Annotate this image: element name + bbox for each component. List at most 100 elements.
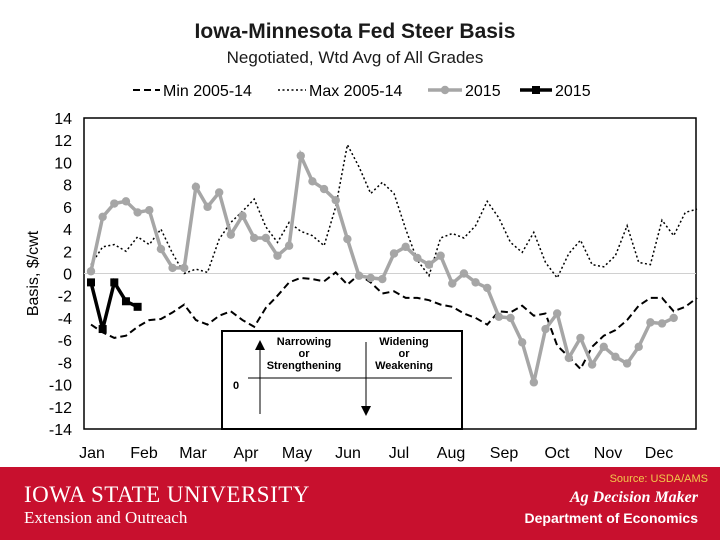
chart-canvas: 14 12 10 8 6 4 2 0 -2 -4 -6 -8 -10 -12 -14 Basis, $/cwt… <box>25 83 698 462</box>
ag-decision-maker-text: Ag Decision Maker <box>570 489 698 506</box>
up-arrow-head <box>255 340 265 350</box>
series-2015-gray-point <box>145 205 154 215</box>
y-tick-label: 2 <box>63 244 72 261</box>
series-2015-gray-point <box>448 279 457 288</box>
series-2015-gray-point <box>389 249 399 258</box>
series-max-line <box>90 142 698 280</box>
series-2015-gray-point <box>121 197 131 206</box>
series-2015-gray-point <box>494 312 504 322</box>
x-tick-label: Sep <box>490 445 519 462</box>
department-text: Department of Economics <box>524 510 698 526</box>
series-2015-black-point <box>98 325 107 334</box>
x-tick-label: Dec <box>645 445 673 462</box>
series-2015-gray-point <box>156 244 166 254</box>
annotation-zero-label: 0 <box>233 380 239 392</box>
series-2015-gray-point <box>413 253 422 263</box>
x-tick-label: May <box>282 445 312 462</box>
series-2015-gray-point <box>517 338 527 347</box>
series-2015-gray-point <box>541 324 550 334</box>
series-2015-black-point <box>87 278 95 287</box>
y-tick-label: 4 <box>63 222 72 239</box>
source-note: Source: USDA/AMS <box>609 473 708 485</box>
series-2015-gray-point <box>296 151 305 160</box>
series-2015-gray-point <box>611 352 620 362</box>
series-2015-gray-point <box>110 199 119 208</box>
series-2015-gray-point <box>86 267 96 276</box>
series-2015-gray-point <box>273 251 282 260</box>
series-2015-gray-point <box>378 274 387 284</box>
series-2015-gray-point <box>669 313 678 323</box>
y-tick-label: -4 <box>58 311 72 328</box>
y-tick-label: 0 <box>63 267 72 284</box>
series-2015-gray-point <box>587 360 597 369</box>
y-tick-label: -12 <box>49 400 72 417</box>
annotation-right-text: Weakening <box>375 360 433 372</box>
chart-subtitle: Negotiated, Wtd Avg of All Grades <box>226 48 484 67</box>
x-tick-label: Apr <box>234 445 260 462</box>
y-tick-label: 6 <box>63 200 72 217</box>
y-tick-label: 8 <box>63 178 72 195</box>
series-2015-gray-point <box>564 353 574 363</box>
series-2015-gray-point <box>133 208 142 217</box>
y-tick-label: -8 <box>58 355 72 372</box>
series-2015-gray-point <box>646 318 655 327</box>
series-2015-gray-point <box>483 283 492 293</box>
series-2015-gray-point <box>319 184 329 194</box>
annotation-left-text: Narrowing <box>277 336 331 348</box>
series-2015-gray-point <box>331 195 340 205</box>
y-tick-label: -10 <box>49 378 72 395</box>
footer-banner: Source: USDA/AMS IOWA STATE UNIVERSITY E… <box>0 467 720 540</box>
y-tick-label: -14 <box>49 422 72 439</box>
series-2015-gray-point <box>552 309 562 318</box>
series-2015-black-point <box>110 278 119 287</box>
legend-gray-marker <box>440 85 450 95</box>
y-tick-label: 10 <box>54 155 72 172</box>
series-2015-gray-point <box>180 263 189 273</box>
legend-black-label: 2015 <box>555 83 591 100</box>
x-tick-label: Mar <box>179 445 207 462</box>
series-2015-gray-point <box>308 177 317 186</box>
annotation-left-text: Strengthening <box>267 360 342 372</box>
x-tick-label: Nov <box>594 445 622 462</box>
legend-max-label: Max 2005-14 <box>309 83 402 100</box>
series-2015-gray-point <box>226 230 236 239</box>
series-2015-gray-point <box>529 378 539 387</box>
series-2015-gray-point <box>238 211 247 220</box>
series-min-line <box>90 271 698 371</box>
annotation-right-text: or <box>399 348 411 360</box>
series-2015-black-point <box>121 297 130 306</box>
series-2015-black-point <box>133 302 142 311</box>
x-tick-label: Jun <box>335 445 361 462</box>
series-2015-gray-point <box>261 233 271 243</box>
series-2015-gray-point <box>191 182 201 192</box>
legend: Min 2005-14 Max 2005-14 2015 2015 <box>133 83 591 100</box>
series-2015-gray-point <box>249 233 259 243</box>
annotation-left-text: or <box>299 348 311 360</box>
y-axis-label: Basis, $/cwt <box>25 230 42 316</box>
y-tick-label: -2 <box>58 289 72 306</box>
down-arrow-head <box>361 406 371 416</box>
series-2015-gray-point <box>459 269 469 278</box>
y-tick-label: 14 <box>54 111 72 128</box>
series-2015-gray-point <box>599 342 608 352</box>
series-2015-gray-point <box>424 260 434 269</box>
series-2015-gray-point <box>657 319 667 328</box>
series-2015-gray-point <box>401 242 410 252</box>
series-2015-gray-point <box>168 263 177 273</box>
annotation-right-text: Widening <box>379 336 428 348</box>
x-tick-label: Jan <box>79 445 105 462</box>
annotation-box: 0NarrowingorStrengtheningWideningorWeake… <box>221 330 463 430</box>
legend-min-label: Min 2005-14 <box>163 83 252 100</box>
series-2015-gray-point <box>98 212 107 222</box>
extension-text: Extension and Outreach <box>24 508 188 527</box>
chart-title: Iowa-Minnesota Fed Steer Basis <box>194 20 516 43</box>
series-2015-gray-point <box>284 241 294 250</box>
x-tick-label: Aug <box>437 445 465 462</box>
series-2015-gray-point <box>214 188 224 197</box>
series-2015-gray-point <box>343 234 352 244</box>
series-2015-gray-point <box>622 359 632 368</box>
series-2015-gray-point <box>634 342 643 352</box>
series-2015-gray-point <box>366 273 375 283</box>
university-logo-text: IOWA STATE UNIVERSITY <box>24 482 310 507</box>
legend-black-marker <box>532 86 540 94</box>
